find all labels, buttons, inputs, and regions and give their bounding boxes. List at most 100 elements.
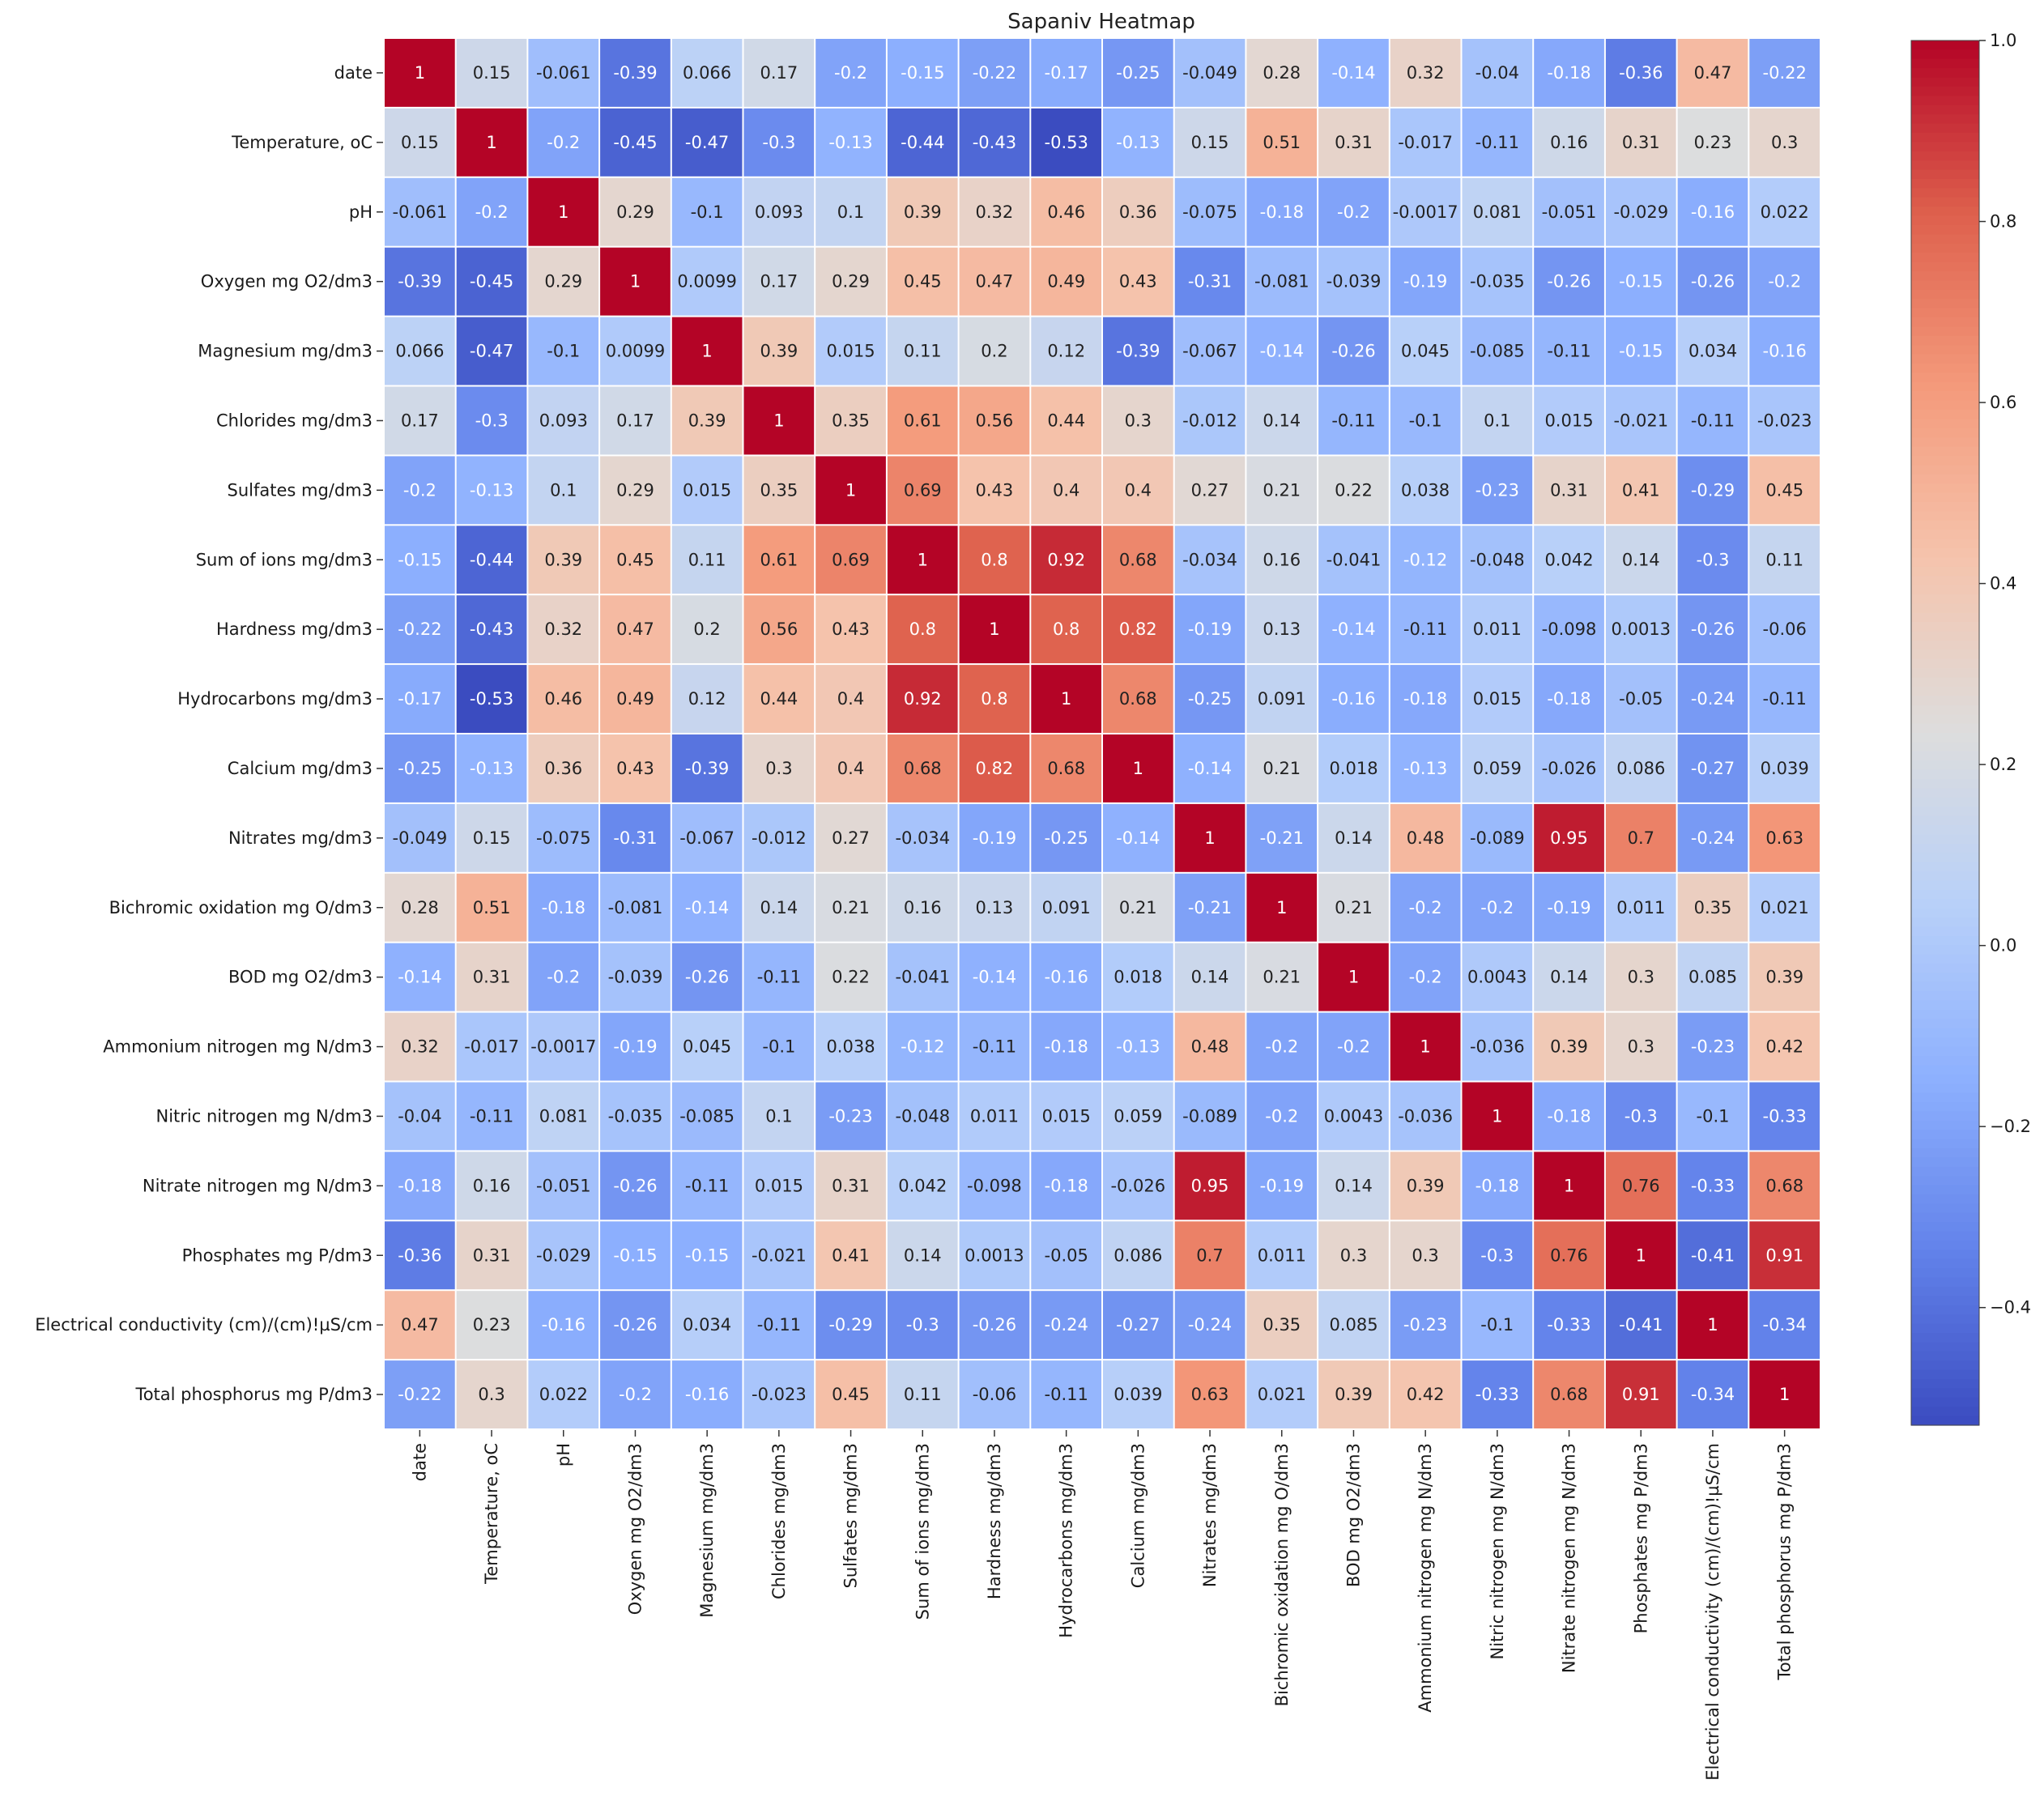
- colorbar-segment: [1911, 1092, 1979, 1103]
- colorbar-segment: [1911, 585, 1979, 595]
- heatmap-cell: [743, 1152, 815, 1220]
- colorbar-segment: [1911, 197, 1979, 207]
- heatmap-cell: [1534, 1012, 1604, 1081]
- heatmap-cell: [1749, 317, 1820, 385]
- heatmap-cell: [385, 1360, 455, 1428]
- heatmap-cell: [671, 943, 743, 1011]
- heatmap-cell: [528, 1152, 599, 1220]
- heatmap-cell: [1174, 1082, 1246, 1151]
- cell-value-label: 1: [1492, 1107, 1502, 1126]
- heatmap-cell: [743, 1082, 815, 1151]
- cell-value-label: 1: [1276, 898, 1287, 917]
- cell-value-label: 0.35: [760, 480, 798, 500]
- heatmap-cell: [1605, 1360, 1676, 1428]
- cell-value-label: -0.2: [1265, 1107, 1298, 1126]
- colorbar-segment: [1911, 871, 1979, 881]
- cell-value-label: 0.059: [1114, 1107, 1162, 1126]
- heatmap-cell: [1677, 317, 1748, 385]
- cell-value-label: 0.43: [1119, 272, 1157, 292]
- colorbar-segment: [1911, 649, 1979, 660]
- cell-value-label: -0.45: [470, 272, 513, 292]
- cell-value-label: 0.4: [1125, 480, 1152, 500]
- cell-value-label: 0.011: [1616, 898, 1665, 917]
- cell-value-label: -0.33: [1691, 1176, 1735, 1195]
- heatmap-cell: [1174, 665, 1246, 733]
- cell-value-label: -0.085: [679, 1107, 735, 1126]
- cell-value-label: -0.026: [1542, 759, 1597, 778]
- heatmap-cell: [743, 317, 815, 385]
- cell-value-label: -0.029: [1613, 202, 1668, 222]
- heatmap-cell: [1246, 526, 1318, 594]
- cell-value-label: -0.21: [1188, 898, 1232, 917]
- cell-value-label: -0.3: [762, 133, 795, 152]
- heatmap-cell: [1103, 1360, 1173, 1428]
- heatmap-cell: [1103, 247, 1173, 316]
- heatmap-cell: [600, 1152, 671, 1220]
- heatmap-cell: [887, 1221, 958, 1290]
- heatmap-cell: [1031, 734, 1101, 802]
- colorbar-segment: [1911, 308, 1979, 318]
- heatmap-cell: [385, 177, 455, 246]
- cell-value-label: -0.012: [752, 828, 807, 848]
- colorbar-segment: [1911, 77, 1979, 87]
- cell-value-label: -0.39: [1116, 342, 1160, 361]
- cell-value-label: -0.39: [398, 272, 441, 292]
- cell-value-label: -0.18: [1476, 1176, 1519, 1195]
- heatmap-cell: [1246, 1012, 1318, 1081]
- colorbar-segment: [1911, 603, 1979, 614]
- heatmap-cell: [1605, 247, 1676, 316]
- heatmap-cell: [815, 247, 886, 316]
- cell-value-label: 0.15: [1191, 133, 1229, 152]
- heatmap-cell: [959, 39, 1030, 107]
- heatmap-cell: [1534, 1221, 1604, 1290]
- heatmap-cell: [1031, 803, 1101, 872]
- cell-value-label: 0.39: [1765, 968, 1803, 987]
- y-tick-label: Chlorides mg/dm3: [216, 411, 373, 430]
- cell-value-label: 0.091: [1258, 689, 1306, 709]
- heatmap-cell: [1174, 1012, 1246, 1081]
- cell-value-label: 0.15: [473, 828, 511, 848]
- colorbar-segment: [1911, 641, 1979, 650]
- cell-value-label: -0.26: [613, 1176, 657, 1195]
- cell-value-label: 0.21: [1335, 898, 1373, 917]
- y-tick-label: date: [334, 63, 373, 83]
- cell-value-label: -0.041: [895, 968, 950, 987]
- cell-value-label: 0.28: [1263, 63, 1301, 83]
- x-tick-label: Sulfates mg/dm3: [841, 1443, 861, 1589]
- y-tick-label: Sulfates mg/dm3: [227, 480, 373, 500]
- cell-value-label: 0.3: [1628, 1037, 1654, 1057]
- heatmap-cell: [1534, 873, 1604, 942]
- cell-value-label: -0.04: [1476, 63, 1519, 83]
- colorbar-segment: [1911, 705, 1979, 715]
- cell-value-label: 0.39: [1407, 1176, 1445, 1195]
- cell-value-label: 0.093: [539, 411, 588, 431]
- cell-value-label: 0.21: [832, 898, 870, 917]
- cell-value-label: 0.35: [1694, 898, 1732, 917]
- cell-value-label: -0.1: [1409, 411, 1442, 431]
- cell-value-label: -0.24: [1691, 828, 1735, 848]
- cell-value-label: 0.76: [1622, 1176, 1660, 1195]
- heatmap-cell: [1462, 247, 1533, 316]
- heatmap-cell: [1677, 1012, 1748, 1081]
- heatmap-cell: [1534, 1152, 1604, 1220]
- colorbar-segment: [1911, 1046, 1979, 1057]
- heatmap-cell: [385, 1012, 455, 1081]
- cell-value-label: 0.045: [1401, 342, 1450, 361]
- colorbar-segment: [1911, 862, 1979, 872]
- cell-value-label: -0.14: [1188, 759, 1232, 778]
- heatmap-cell: [671, 803, 743, 872]
- cell-value-label: 1: [989, 619, 999, 639]
- cell-value-label: 0.0013: [965, 1245, 1024, 1265]
- cell-value-label: -0.15: [1619, 272, 1663, 292]
- cell-value-label: -0.041: [1326, 550, 1382, 569]
- cell-value-label: 0.68: [1765, 1176, 1803, 1195]
- colorbar-segment: [1911, 622, 1979, 632]
- cell-value-label: -0.11: [1691, 411, 1735, 431]
- cell-value-label: 0.46: [1047, 202, 1085, 222]
- cell-value-label: -0.11: [685, 1176, 729, 1195]
- heatmap-cell: [1174, 1360, 1246, 1428]
- cell-value-label: -0.13: [1116, 1037, 1160, 1057]
- cell-value-label: 0.059: [1473, 759, 1522, 778]
- colorbar-segment: [1911, 1148, 1979, 1158]
- colorbar-segment: [1911, 1287, 1979, 1296]
